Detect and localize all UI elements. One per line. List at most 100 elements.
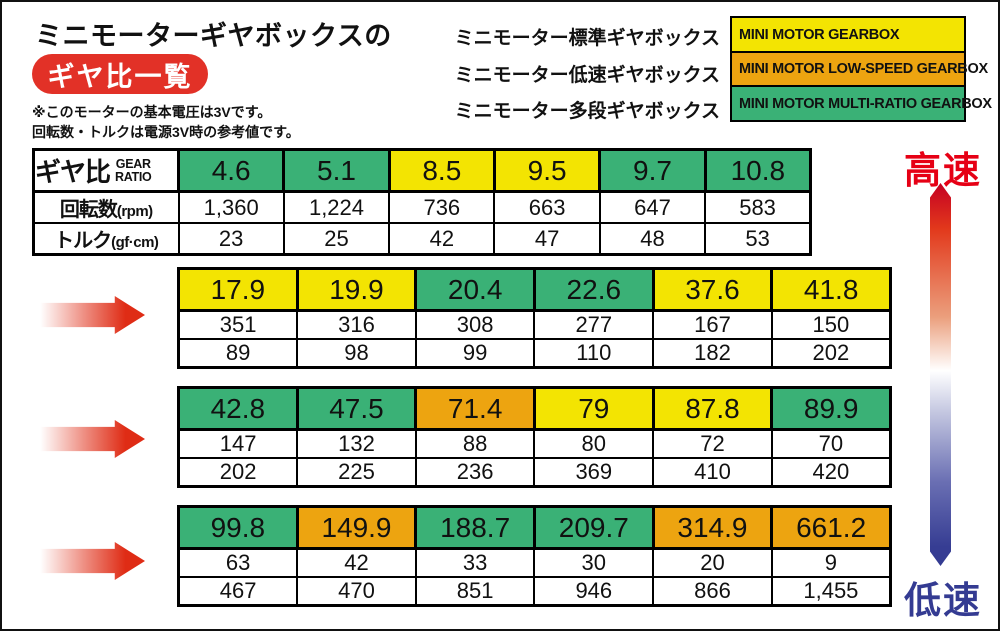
gear-ratio-label-jp: ギヤ比 (35, 157, 112, 187)
gear-ratio-cell: 188.7 (414, 505, 536, 550)
gear-ratio-cell: 661.2 (770, 505, 892, 550)
rpm-cell: 147 (177, 428, 299, 459)
gear-ratio-cell: 8.5 (387, 148, 496, 193)
note-text: ※このモーターの基本電圧は3Vです。 回転数・トルクは電源3V時の参考値です。 (32, 102, 300, 143)
torque-cell: 98 (296, 338, 417, 369)
red-arrow-icon (37, 296, 145, 334)
torque-cell: 225 (296, 457, 417, 488)
torque-cell: 182 (652, 338, 773, 369)
torque-cell: 851 (414, 576, 536, 607)
gear-ratio-cell: 89.9 (770, 386, 892, 431)
gear-ratio-cell: 17.9 (177, 267, 299, 312)
gear-ratio-cell: 9.5 (492, 148, 602, 193)
gear-ratio-cell: 9.7 (598, 148, 707, 193)
rpm-cell: 63 (177, 547, 299, 578)
gear-ratio-cell: 5.1 (282, 148, 391, 193)
gear-ratio-cell: 4.6 (176, 148, 286, 193)
legend: MINI MOTOR GEARBOX MINI MOTOR LOW-SPEED … (730, 16, 992, 122)
rpm-row-header: 回転数(rpm) (32, 190, 180, 224)
torque-cell: 89 (177, 338, 299, 369)
gear-ratio-cell: 37.6 (651, 267, 774, 312)
rpm-cell: 72 (652, 428, 773, 459)
rpm-cell: 20 (652, 547, 773, 578)
rpm-cell: 150 (770, 309, 892, 340)
red-arrow-icon (37, 542, 145, 580)
speed-gradient-arrow-icon (930, 183, 951, 566)
legend-swatch-low-speed: MINI MOTOR LOW-SPEED GEARBOX (730, 50, 988, 88)
torque-cell: 202 (770, 338, 892, 369)
gear-ratio-cell: 87.8 (651, 386, 774, 431)
rpm-cell: 1,224 (282, 190, 391, 224)
torque-cell: 202 (177, 457, 299, 488)
gear-ratio-cell: 20.4 (414, 267, 536, 312)
legend-swatch-standard: MINI MOTOR GEARBOX (730, 16, 966, 53)
torque-row-header: トルク(gf·cm) (32, 222, 180, 256)
rpm-cell: 42 (296, 547, 417, 578)
torque-cell: 23 (177, 222, 285, 256)
gear-ratio-cell: 209.7 (532, 505, 655, 550)
torque-cell: 53 (704, 222, 812, 256)
torque-cell: 866 (652, 576, 773, 607)
torque-cell: 420 (770, 457, 892, 488)
gear-ratio-cell: 79 (532, 386, 655, 431)
torque-cell: 42 (388, 222, 496, 256)
gear-ratio-cell: 19.9 (295, 267, 418, 312)
rpm-cell: 663 (493, 190, 601, 224)
rpm-cell: 167 (652, 309, 773, 340)
gear-table-2: 17.9 19.9 20.4 22.6 37.6 41.8 351 316 308 277 167 1… (177, 267, 892, 369)
rpm-label-jp: 回転数 (59, 199, 118, 221)
legend-label-standard: ミニモーター標準ギヤボックス (454, 28, 720, 49)
torque-cell: 47 (493, 222, 601, 256)
rpm-cell: 583 (704, 190, 812, 224)
low-speed-label: 低速 (904, 580, 982, 621)
torque-cell: 48 (598, 222, 707, 256)
rpm-cell: 33 (414, 547, 536, 578)
gear-ratio-cell: 47.5 (295, 386, 418, 431)
torque-cell: 946 (533, 576, 655, 607)
gear-ratio-cell: 41.8 (770, 267, 892, 312)
torque-cell: 25 (282, 222, 391, 256)
gear-ratio-cell: 10.8 (703, 148, 813, 193)
rpm-cell: 736 (388, 190, 496, 224)
note-line-2: 回転数・トルクは電源3V時の参考値です。 (32, 124, 300, 141)
page-title: ミニモーターギヤボックスの (35, 21, 392, 51)
torque-cell: 410 (652, 457, 773, 488)
torque-cell: 236 (414, 457, 536, 488)
gear-table-1: ギヤ比 GEAR RATIO 4.6 5.1 8.5 9.5 9.7 10.8 回転数(rpm) 1… (32, 148, 813, 256)
rpm-cell: 316 (296, 309, 417, 340)
torque-cell: 467 (177, 576, 299, 607)
rpm-cell: 1,360 (177, 190, 285, 224)
note-line-1: ※このモーターの基本電圧は3Vです。 (32, 104, 272, 120)
red-arrow-icon (37, 420, 145, 458)
rpm-cell: 88 (414, 428, 536, 459)
rpm-cell: 80 (533, 428, 655, 459)
legend-label-multi-ratio: ミニモーター多段ギヤボックス (454, 101, 720, 122)
gear-ratio-label-en: GEAR RATIO (115, 157, 152, 184)
gear-ratio-cell: 71.4 (414, 386, 536, 431)
gear-table-3: 42.8 47.5 71.4 79 87.8 89.9 147 132 88 80 72 70 202 2… (177, 386, 892, 488)
torque-cell: 1,455 (770, 576, 892, 607)
gear-ratio-cell: 149.9 (295, 505, 418, 550)
torque-cell: 110 (533, 338, 655, 369)
gear-table-4: 99.8 149.9 188.7 209.7 314.9 661.2 63 42 33 30 20 9… (177, 505, 892, 607)
high-speed-label: 高速 (904, 150, 982, 191)
rpm-cell: 277 (533, 309, 655, 340)
rpm-cell: 647 (598, 190, 707, 224)
gear-ratio-cell: 22.6 (532, 267, 655, 312)
torque-cell: 99 (414, 338, 536, 369)
gear-ratio-cell: 42.8 (177, 386, 299, 431)
rpm-cell: 132 (296, 428, 417, 459)
rpm-cell: 9 (770, 547, 892, 578)
torque-label-jp: トルク (54, 230, 112, 252)
rpm-unit: (rpm) (116, 203, 153, 220)
rpm-cell: 30 (533, 547, 655, 578)
rpm-cell: 70 (770, 428, 892, 459)
rpm-cell: 308 (414, 309, 536, 340)
gear-ratio-badge: ギヤ比一覧 (32, 54, 208, 94)
torque-cell: 369 (533, 457, 655, 488)
torque-unit: (gf·cm) (111, 234, 159, 251)
rpm-cell: 351 (177, 309, 299, 340)
gear-ratio-cell: 314.9 (651, 505, 774, 550)
legend-label-low-speed: ミニモーター低速ギヤボックス (454, 65, 720, 86)
legend-swatch-multi-ratio: MINI MOTOR MULTI-RATIO GEARBOX (730, 85, 992, 122)
